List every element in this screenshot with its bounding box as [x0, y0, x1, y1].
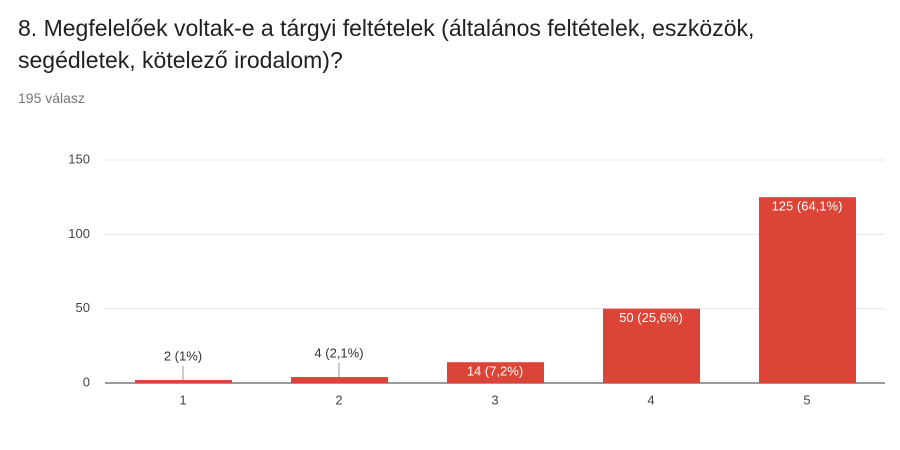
chart-subtitle: 195 válasz: [18, 90, 85, 106]
x-tick-label: 3: [491, 392, 498, 407]
y-tick-label: 150: [68, 151, 90, 166]
data-label: 50 (25,6%): [619, 310, 683, 325]
bar: [447, 362, 544, 383]
data-label: 125 (64,1%): [772, 199, 843, 214]
x-tick-label: 4: [647, 392, 654, 407]
bar: [603, 308, 700, 383]
data-label: 4 (2,1%): [314, 345, 363, 360]
bar: [135, 380, 232, 383]
data-label: 2 (1%): [164, 348, 202, 363]
x-tick-label: 1: [179, 392, 186, 407]
bar: [759, 197, 856, 383]
bar: [291, 377, 388, 383]
x-tick-label: 5: [803, 392, 810, 407]
x-tick-label: 2: [335, 392, 342, 407]
y-tick-label: 50: [76, 300, 90, 315]
y-tick-label: 0: [83, 374, 90, 389]
data-label: 14 (7,2%): [467, 364, 523, 379]
chart-title: 8. Megfelelőek voltak-e a tárgyi feltéte…: [18, 15, 755, 73]
y-tick-label: 100: [68, 226, 90, 241]
